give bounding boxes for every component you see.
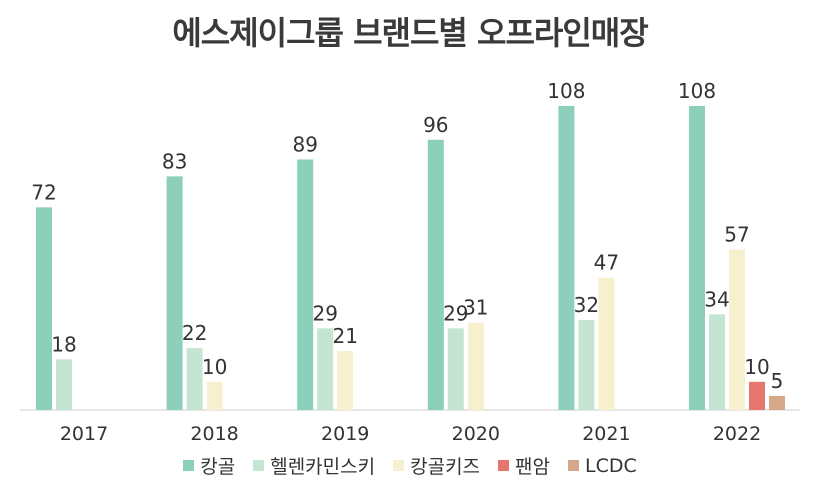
legend-item: 팬암 <box>498 452 550 479</box>
bar-2020-2 <box>467 322 484 410</box>
legend-swatch <box>568 460 579 471</box>
bar-2018-2 <box>206 381 223 410</box>
legend: 캉골 헬렌카민스키 캉골키즈 팬암 LCDC <box>0 452 820 479</box>
data-label: 32 <box>574 293 599 317</box>
data-label: 5 <box>771 369 784 393</box>
data-label: 72 <box>31 180 56 204</box>
bar-2021-2 <box>598 277 615 410</box>
data-label: 108 <box>678 79 716 103</box>
chart-title: 에스제이그룹 브랜드별 오프라인매장 <box>172 14 648 52</box>
data-label: 29 <box>312 301 337 325</box>
legend-item: 캉골키즈 <box>393 452 480 479</box>
bar-2022-3 <box>749 381 765 410</box>
data-label: 22 <box>182 321 207 345</box>
bar-2021-0 <box>558 106 575 410</box>
data-label: 18 <box>51 332 76 356</box>
bar-2017-1 <box>56 359 72 410</box>
bar-2022-0 <box>689 106 705 410</box>
data-label: 21 <box>332 324 357 348</box>
x-tick-label: 2020 <box>452 423 500 445</box>
legend-swatch <box>498 460 510 471</box>
bar-2022-1 <box>709 314 725 410</box>
x-tick-label: 2018 <box>190 423 238 445</box>
bar-2019-1 <box>317 328 334 410</box>
data-label: 29 <box>443 301 468 325</box>
bar-2019-0 <box>297 159 314 410</box>
legend-label: 헬렌카민스키 <box>270 456 376 478</box>
data-label: 96 <box>423 113 448 137</box>
legend-label: 캉골키즈 <box>410 456 481 478</box>
bar-2020-1 <box>447 328 464 410</box>
bar-2018-0 <box>166 176 183 410</box>
legend-label: 팬암 <box>515 456 550 478</box>
data-label: 89 <box>292 132 317 156</box>
legend-item: 헬렌카민스키 <box>253 452 375 479</box>
legend-item: 캉골 <box>183 452 235 479</box>
data-label: 34 <box>704 287 729 311</box>
data-label: 83 <box>162 149 187 173</box>
legend-swatch <box>393 460 405 471</box>
bar-2022-4 <box>769 395 785 410</box>
data-label: 31 <box>463 296 488 320</box>
bar-2019-2 <box>337 350 354 410</box>
data-label: 57 <box>724 223 749 247</box>
legend-swatch <box>183 460 195 471</box>
bar-2017-0 <box>36 207 52 410</box>
x-tick-label: 2019 <box>321 423 369 445</box>
x-tick-label: 2021 <box>582 423 630 445</box>
x-tick-label: 2022 <box>713 423 761 445</box>
data-label: 10 <box>744 355 769 379</box>
legend-label: LCDC <box>585 454 637 477</box>
x-tick-label: 2017 <box>60 423 108 445</box>
data-label: 108 <box>547 79 585 103</box>
legend-label: 캉골 <box>200 456 236 478</box>
data-label: 10 <box>202 355 227 379</box>
legend-item: LCDC <box>568 452 637 479</box>
legend-swatch <box>253 460 265 471</box>
data-label: 47 <box>594 251 619 275</box>
bar-2022-2 <box>729 249 745 410</box>
bar-2018-1 <box>186 348 203 410</box>
bar-2021-1 <box>578 319 595 410</box>
bar-2020-0 <box>427 139 444 410</box>
